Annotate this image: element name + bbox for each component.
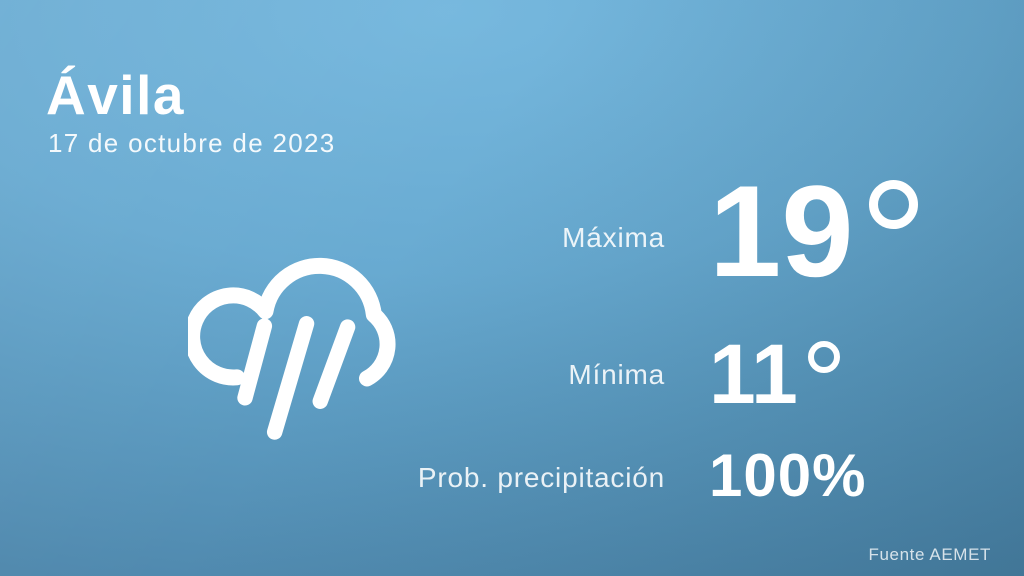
rain-cloud-icon xyxy=(188,257,396,440)
degree-symbol-icon xyxy=(807,340,841,373)
min-temp-value: 11 xyxy=(709,332,841,416)
precipitation-label: Prob. precipitación xyxy=(417,462,665,493)
rain-streak-middle xyxy=(266,316,315,440)
max-temp-value: 19 xyxy=(709,166,919,296)
min-temp-label: Mínima xyxy=(568,359,665,390)
min-temp-number: 11 xyxy=(709,327,798,421)
max-temp-number: 19 xyxy=(709,158,854,304)
rain-streak-left xyxy=(237,318,273,406)
date-subtitle: 17 de octubre de 2023 xyxy=(48,128,336,158)
page-title: Ávila xyxy=(46,64,185,126)
precipitation-value: 100% xyxy=(709,442,867,509)
degree-symbol-icon xyxy=(869,180,919,230)
max-temp-label: Máxima xyxy=(562,222,665,253)
cloud-outline xyxy=(188,257,396,387)
source-attribution: Fuente AEMET xyxy=(868,545,991,564)
rain-streak-right xyxy=(312,319,356,409)
